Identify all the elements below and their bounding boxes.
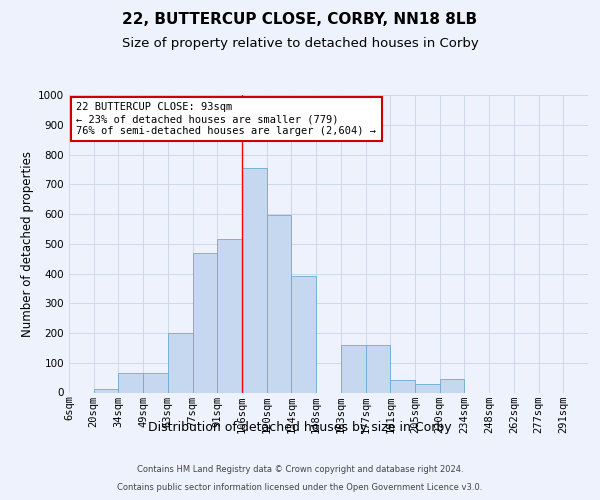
Text: 22 BUTTERCUP CLOSE: 93sqm
← 23% of detached houses are smaller (779)
76% of semi: 22 BUTTERCUP CLOSE: 93sqm ← 23% of detac…: [76, 102, 376, 136]
Bar: [440, 380, 464, 392]
Text: 22, BUTTERCUP CLOSE, CORBY, NN18 8LB: 22, BUTTERCUP CLOSE, CORBY, NN18 8LB: [122, 12, 478, 28]
Bar: [193, 252, 217, 392]
Bar: [390, 380, 415, 392]
Bar: [217, 240, 242, 392]
Bar: [94, 388, 118, 392]
Bar: [365, 345, 390, 393]
Text: Contains HM Land Registry data © Crown copyright and database right 2024.: Contains HM Land Registry data © Crown c…: [137, 466, 463, 474]
Y-axis label: Number of detached properties: Number of detached properties: [21, 151, 34, 337]
Bar: [415, 384, 440, 392]
Bar: [168, 333, 193, 392]
Text: Contains public sector information licensed under the Open Government Licence v3: Contains public sector information licen…: [118, 483, 482, 492]
Bar: [118, 373, 143, 392]
Text: Distribution of detached houses by size in Corby: Distribution of detached houses by size …: [148, 421, 452, 434]
Text: Size of property relative to detached houses in Corby: Size of property relative to detached ho…: [122, 38, 478, 51]
Bar: [143, 373, 168, 392]
Bar: [242, 168, 267, 392]
Bar: [341, 345, 365, 393]
Bar: [267, 216, 292, 392]
Bar: [292, 276, 316, 392]
